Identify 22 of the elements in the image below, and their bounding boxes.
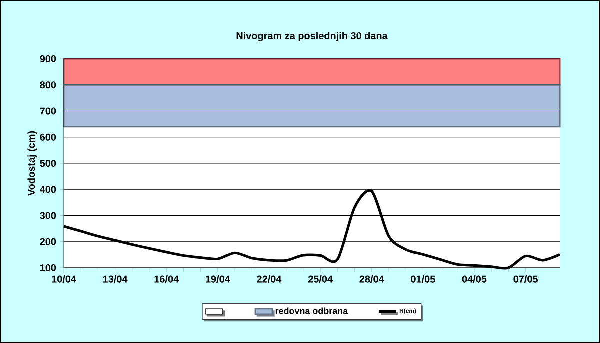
x-tick-label: 16/04 [154, 276, 180, 283]
x-tick-label: 07/05 [514, 276, 538, 283]
y-axis-title: Vodostaj (cm) [28, 131, 38, 196]
y-tick-label: 100 [40, 264, 56, 272]
chart-title: Nivogram za poslednjih 30 dana [236, 32, 388, 42]
x-tick-label: 04/05 [462, 276, 487, 283]
y-tick-label: 300 [40, 212, 56, 220]
x-tick-label: 19/04 [206, 276, 230, 283]
x-tick-label: 22/04 [257, 276, 282, 283]
y-tick-label: 400 [40, 186, 56, 194]
x-tick-label: 01/05 [411, 276, 436, 283]
x-tick-label: 13/04 [103, 276, 128, 283]
x-tick-label: 10/04 [52, 276, 76, 283]
y-tick-label: 700 [40, 108, 56, 115]
legend-label: redovna odbrana [276, 308, 348, 314]
y-tick-label: 200 [40, 238, 56, 246]
x-tick-label: 25/04 [308, 276, 333, 283]
x-tick-label: 28/04 [360, 276, 384, 283]
y-tick-label: 900 [40, 55, 56, 63]
y-tick-label: 500 [40, 160, 56, 168]
y-tick-label: 800 [40, 82, 56, 89]
y-tick-label: 600 [40, 134, 56, 141]
